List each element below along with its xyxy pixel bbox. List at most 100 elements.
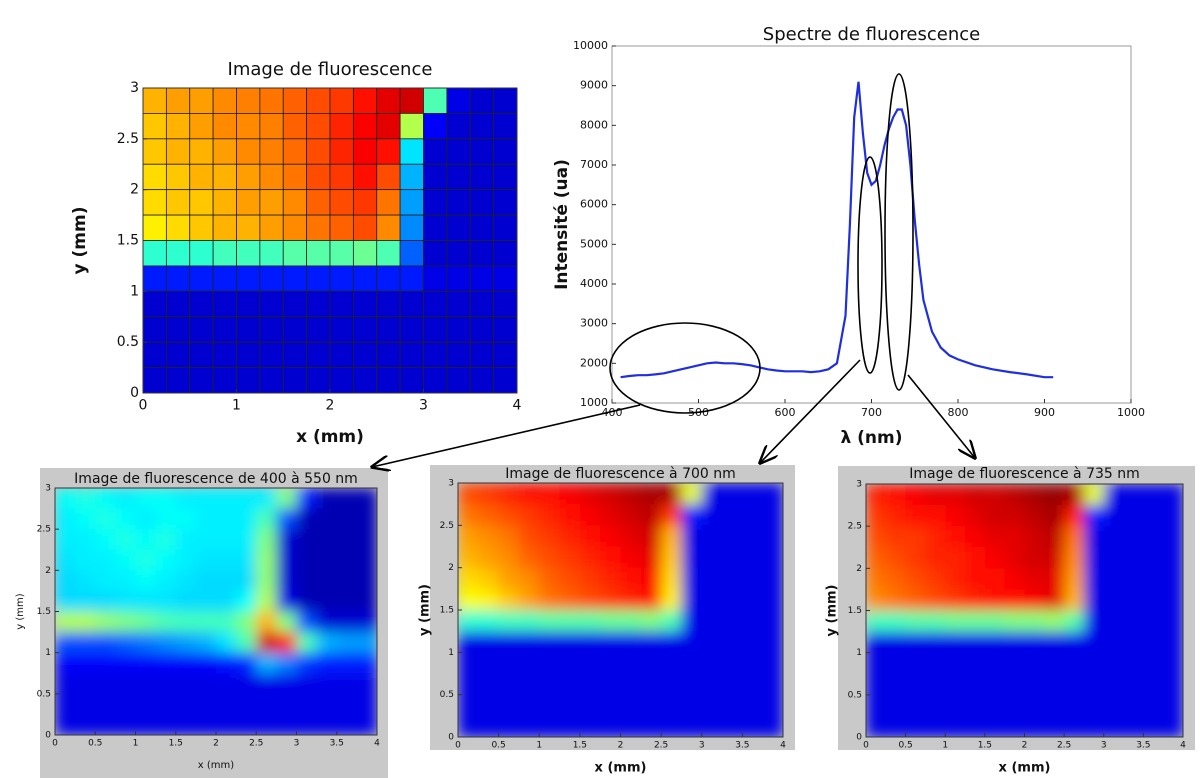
cell [423,265,448,292]
cell [175,652,197,674]
cell [1044,694,1065,717]
cell [640,525,662,548]
cell [885,631,907,654]
cell [478,652,500,675]
cell [189,341,214,368]
y-tick-label: 8000 [580,118,608,131]
cell [446,316,471,343]
cell [1004,694,1026,717]
cell [115,590,137,613]
cell [276,570,298,592]
cell [175,508,197,530]
cell [905,547,927,569]
cell [423,290,448,318]
cell [316,693,338,716]
cell [722,673,743,696]
cell [376,341,401,368]
cell [945,673,966,696]
cell [143,367,167,393]
cell [189,138,214,165]
cell [135,632,157,654]
cell [945,631,966,654]
cell [189,214,214,241]
cell [282,138,308,165]
cell [1004,715,1026,737]
cell [115,652,137,674]
cell [539,588,561,611]
cell [539,546,561,569]
cell [135,590,157,613]
cell [885,589,907,612]
cell [579,631,601,653]
cell [356,549,377,571]
cell [681,483,703,505]
x-tick-label: 3 [294,739,300,749]
cell [352,240,378,267]
chart: 0 1 2 3 4 0 0.5 1 1.5 2 2.5 3 Image de fluorescence x… [70,59,522,447]
charts: 0 1 2 3 4 0 0.5 1 1.5 2 2.5 3 Image de fluorescence x… [15,24,1186,776]
cell [661,694,683,717]
y-tick-label: 2 [448,563,454,573]
cell [559,631,581,653]
cell [620,673,642,696]
cell [661,504,683,526]
cell [1143,610,1164,633]
cell [905,610,927,633]
cell [469,290,495,318]
cell [256,693,277,716]
x-tick-label: 2.5 [1057,741,1071,751]
x-tick-label: 0 [52,739,58,749]
cell [681,546,703,569]
cell [175,611,197,633]
y-tick-label: 6000 [580,198,608,211]
cell [661,652,683,675]
cell [1024,694,1045,717]
cell [469,163,495,191]
cell [925,589,946,612]
cell [965,505,986,527]
cell [55,673,76,695]
cell [165,113,191,140]
y-tick-label: 10000 [573,39,608,52]
cell [559,715,581,737]
cell [984,568,1006,591]
cell [276,632,298,654]
cell [175,590,197,613]
cell [866,547,887,569]
cell [336,590,358,613]
cell [493,290,517,318]
cell [446,290,471,318]
heatmap [55,488,377,735]
cell [945,715,966,737]
cell [701,483,723,505]
cell [478,610,500,632]
cell [1024,547,1045,569]
cells [866,484,1183,737]
cell [1044,631,1065,654]
cell [905,568,927,591]
cell [216,632,237,654]
cell [306,316,331,343]
cell [498,588,520,611]
cell [518,610,540,632]
cell [722,546,743,569]
cell [681,525,703,548]
cell [376,240,401,267]
cell [356,714,377,735]
cell [216,590,237,613]
cell [399,341,424,368]
cell [469,341,495,368]
y-tick-label: 3 [448,479,454,489]
cell [493,189,517,216]
cell [742,673,764,696]
cell [296,549,318,571]
cell [1163,505,1183,527]
cell [620,525,642,548]
cell [518,525,540,548]
y-tick-label: 0.5 [117,334,139,350]
cell [620,610,642,632]
cell [282,265,308,292]
cell [75,673,96,695]
y-tick-label: 2.5 [440,521,454,531]
cell [259,341,284,368]
